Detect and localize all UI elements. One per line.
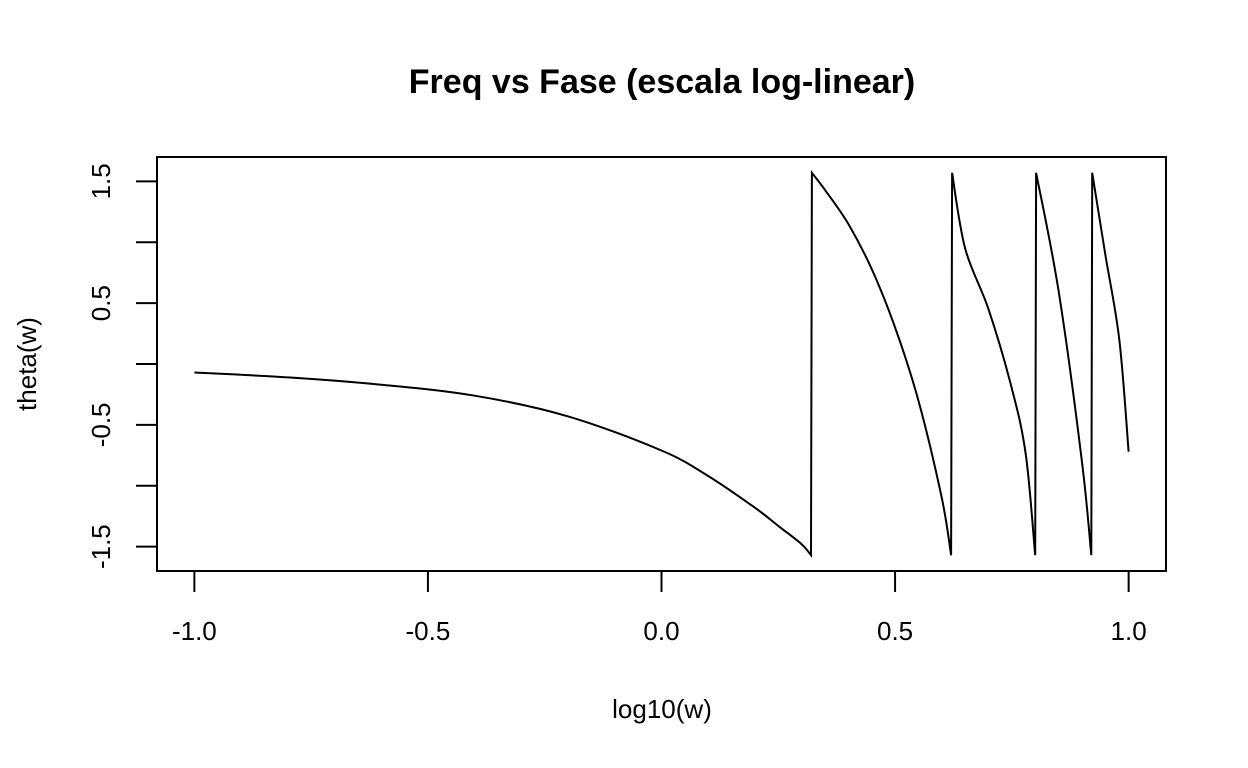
x-tick-label: 0.0 [643, 616, 679, 646]
y-tick-label: -0.5 [86, 402, 116, 447]
y-tick-label: 0.5 [86, 285, 116, 321]
x-tick-label: -0.5 [406, 616, 451, 646]
y-axis-label: theta(w) [12, 317, 42, 411]
y-tick-label: -1.5 [86, 524, 116, 569]
x-axis-label: log10(w) [612, 694, 712, 724]
chart-title: Freq vs Fase (escala log-linear) [409, 63, 915, 101]
plot-area-frame [156, 156, 1167, 572]
x-tick-label: 0.5 [877, 616, 913, 646]
x-axis: -1.0 -0.5 0.0 0.5 1.0 [172, 570, 1147, 646]
y-tick-label: 1.5 [86, 163, 116, 199]
x-tick-label: 1.0 [1111, 616, 1147, 646]
y-axis: -1.5 -0.5 0.5 1.5 [86, 163, 158, 569]
phase-line [194, 169, 1130, 558]
x-tick-label: -1.0 [172, 616, 217, 646]
